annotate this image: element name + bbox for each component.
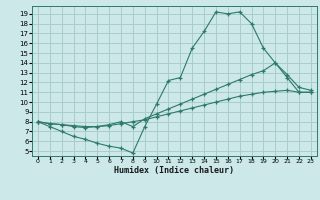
X-axis label: Humidex (Indice chaleur): Humidex (Indice chaleur) [115,166,234,175]
